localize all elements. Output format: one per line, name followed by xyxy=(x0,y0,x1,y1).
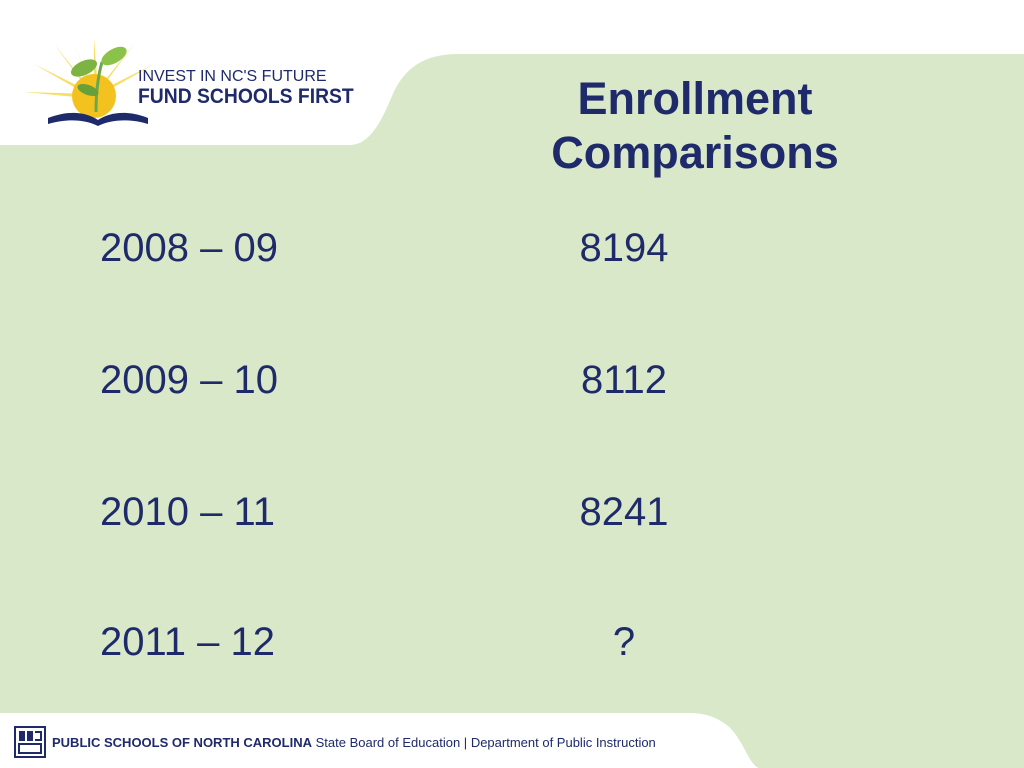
page-title: Enrollment Comparisons xyxy=(500,72,890,180)
footer-separator: | xyxy=(463,735,468,750)
enrollment-value: 8112 xyxy=(580,358,667,402)
year-label: 2009 – 10 xyxy=(100,358,278,402)
enrollment-value: 8194 xyxy=(579,226,669,270)
footer-board: State Board of Education xyxy=(315,735,461,750)
fund-schools-first-logo xyxy=(24,38,154,126)
title-line-1: Enrollment xyxy=(577,73,813,124)
footer-org: PUBLIC SCHOOLS OF NORTH CAROLINA xyxy=(52,735,312,750)
logo-tagline: INVEST IN NC'S FUTURE xyxy=(138,68,327,85)
footer-dept: Department of Public Instruction xyxy=(470,735,656,750)
footer: PUBLIC SCHOOLS OF NORTH CAROLINA State B… xyxy=(52,735,656,750)
year-label: 2010 – 11 xyxy=(100,490,275,534)
title-line-2: Comparisons xyxy=(551,127,839,178)
year-label: 2011 – 12 xyxy=(100,620,275,664)
nc-public-schools-emblem-icon xyxy=(14,726,46,758)
year-label: 2008 – 09 xyxy=(100,226,278,270)
enrollment-value: 8241 xyxy=(579,490,669,534)
enrollment-value: ? xyxy=(612,620,636,664)
logo-title: FUND SCHOOLS FIRST xyxy=(138,85,354,108)
